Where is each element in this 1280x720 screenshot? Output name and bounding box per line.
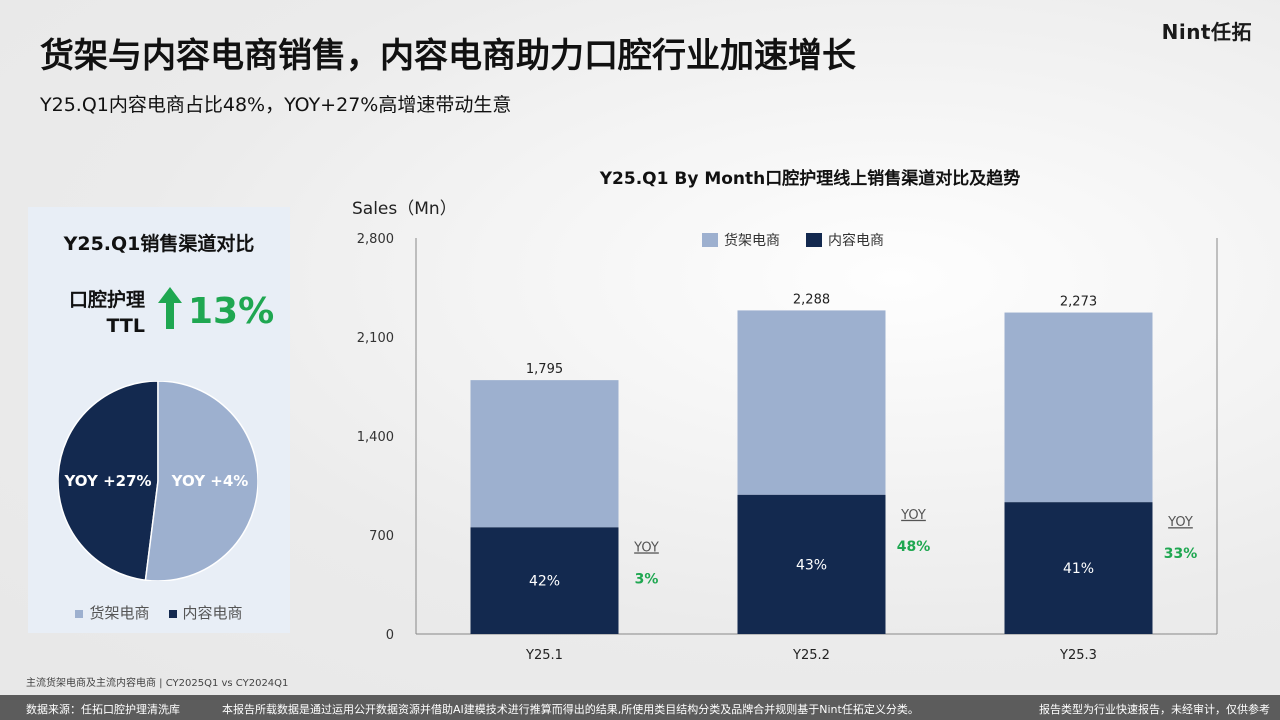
y-tick-label: 1,400	[357, 430, 394, 445]
legend-swatch-shelf	[75, 609, 84, 618]
bar-total-label: 2,288	[793, 292, 830, 307]
channel-summary-card: Y25.Q1销售渠道对比 口腔护理 TTL 13% YOY +27% YOY +…	[28, 207, 290, 633]
x-tick-label: Y25.1	[525, 648, 563, 660]
legend-label-shelf: 货架电商	[89, 604, 150, 622]
chart-title: Y25.Q1 By Month口腔护理线上销售渠道对比及趋势	[599, 169, 1021, 189]
footer-disclaimer: 本报告所载数据是通过运用公开数据资源并借助AI建模技术进行推算而得出的结果,所使…	[222, 703, 919, 716]
pie-label-content: YOY +27%	[63, 472, 151, 490]
bar-content-segment	[737, 494, 886, 634]
x-tick-label: Y25.3	[1059, 648, 1097, 660]
bar-shelf-segment	[737, 310, 886, 495]
yoy-label: YOY	[633, 540, 659, 555]
bar-shelf-segment	[1004, 312, 1153, 503]
pie-legend: 货架电商 内容电商	[28, 602, 290, 623]
bar-total-label: 2,273	[1060, 295, 1097, 310]
x-tick-label: Y25.2	[792, 648, 830, 660]
y-tick-label: 0	[386, 628, 394, 643]
y-tick-label: 700	[369, 529, 394, 544]
legend-swatch-shelf	[702, 233, 718, 247]
bar-content-segment	[470, 527, 619, 634]
legend-label-content: 内容电商	[828, 232, 884, 249]
ttl-growth-value: 13%	[188, 291, 275, 332]
footer-source: 数据来源：任拓口腔护理清洗库	[26, 703, 180, 716]
footer-bar: 数据来源：任拓口腔护理清洗库 本报告所载数据是通过运用公开数据资源并借助AI建模…	[0, 695, 1280, 720]
y-tick-label: 2,800	[357, 232, 394, 247]
bar-content-segment	[1004, 502, 1153, 634]
yoy-label: YOY	[1167, 515, 1193, 530]
page-title: 货架与内容电商销售，内容电商助力口腔行业加速增长	[40, 36, 856, 76]
bar-share-label: 43%	[796, 557, 827, 573]
y-axis-label: Sales（Mn）	[352, 199, 457, 219]
bar-total-label: 1,795	[526, 362, 563, 377]
y-tick-label: 2,100	[357, 331, 394, 346]
legend-swatch-content	[168, 609, 177, 618]
legend-label-content: 内容电商	[182, 604, 243, 622]
yoy-label: YOY	[900, 508, 926, 523]
footer-note: 报告类型为行业快速报告，未经审计，仅供参考	[1039, 703, 1270, 716]
bar-share-label: 41%	[1063, 561, 1094, 577]
stacked-bar-chart: 0 700 1,400 2,100 2,800 货架电商 内容电商 1,795 42% Y25.1…	[357, 232, 1218, 660]
legend-label-shelf: 货架电商	[724, 232, 780, 249]
yoy-value: 33%	[1164, 546, 1198, 562]
bar-share-label: 42%	[529, 574, 560, 590]
up-arrow-icon	[158, 287, 182, 329]
footnote: 主流货架电商及主流内容电商 | CY2025Q1 vs CY2024Q1	[26, 678, 289, 689]
legend-swatch-content	[806, 233, 822, 247]
yoy-value: 3%	[635, 571, 659, 587]
ttl-label-line2: TTL	[106, 315, 145, 337]
pie-label-shelf: YOY +4%	[171, 472, 249, 490]
brand-logo: Nint任拓	[1161, 20, 1252, 44]
bar-shelf-segment	[470, 380, 619, 528]
pie-slice-content	[58, 381, 159, 581]
pie-slice-shelf	[144, 381, 258, 581]
card-title: Y25.Q1销售渠道对比	[63, 233, 255, 255]
yoy-value: 48%	[897, 539, 931, 555]
ttl-label: 口腔护理 TTL	[69, 287, 145, 339]
ttl-label-line1: 口腔护理	[68, 289, 145, 311]
page-subtitle: Y25.Q1内容电商占比48%，YOY+27%高增速带动生意	[40, 94, 512, 116]
channel-pie-chart: YOY +27% YOY +4%	[58, 381, 258, 581]
